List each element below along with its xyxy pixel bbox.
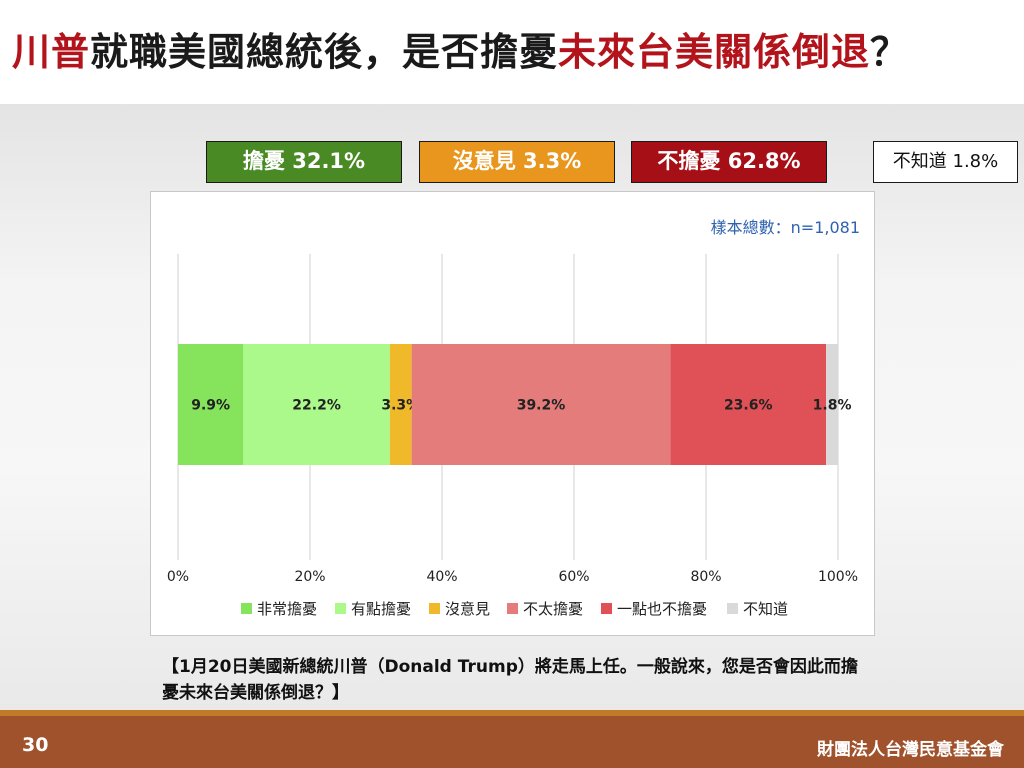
summary-unknown-box: 不知道 1.8% [873,141,1018,183]
title-middle: 就職美國總統後，是否擔憂 [90,30,559,74]
title-end: ？ [870,30,910,74]
summary-not-worry-box: 不擔憂 62.8% [631,141,827,183]
x-tick-label: 60% [558,569,589,585]
slide-title: 川普就職美國總統後，是否擔憂未來台美關係倒退？ [12,22,1012,82]
x-tick-label: 100% [818,569,858,585]
legend-label: 沒意見 [445,600,490,618]
title-highlight: 未來台美關係倒退 [558,30,871,74]
bar-segment [826,344,838,465]
bar-segment [389,344,412,465]
x-tick-label: 40% [426,569,457,585]
data-label: 1.8% [813,398,852,414]
survey-question: 【1月20日美國新總統川普（Donald Trump）將走馬上任。一般說來，您是… [162,657,858,703]
x-tick-label: 20% [294,569,325,585]
legend-swatch [727,603,738,614]
x-tick-label: 0% [167,569,189,585]
data-label: 22.2% [292,398,341,414]
summary-no-opinion-box: 沒意見 3.3% [419,141,615,183]
bar-segment [411,344,671,465]
data-label: 9.9% [191,398,230,414]
bar-segment [178,344,244,465]
legend-swatch [601,603,612,614]
bar-segment [243,344,390,465]
legend-swatch [507,603,518,614]
sample-size: 樣本總數：n=1,081 [710,218,860,237]
chart-panel: 樣本總數：n=1,081 0% 20% 40% 60% 80% 100% 9.9% 22.2%… [150,191,875,636]
legend-label: 不知道 [743,600,788,618]
organization-name: 財團法人台灣民意基金會 [817,740,1004,760]
data-label: 39.2% [517,398,566,414]
legend-label: 非常擔憂 [257,600,317,618]
bar-segment [670,344,827,465]
data-label: 23.6% [724,398,773,414]
summary-worry-box: 擔憂 32.1% [206,141,402,183]
legend-swatch [241,603,252,614]
legend-label: 一點也不擔憂 [617,600,707,618]
legend-label: 有點擔憂 [351,600,411,618]
x-tick-label: 80% [690,569,721,585]
legend-label: 不太擔憂 [523,600,583,618]
stacked-bar-chart: 0% 20% 40% 60% 80% 100% 9.9% 22.2% 3.3% 39.2% 23.6… [167,254,858,618]
legend-swatch [429,603,440,614]
footer-bar: 30 財團法人台灣民意基金會 [0,710,1024,768]
title-trump: 川普 [12,30,91,74]
data-label: 3.3% [381,398,420,414]
page-number: 30 [22,734,49,756]
legend-swatch [335,603,346,614]
